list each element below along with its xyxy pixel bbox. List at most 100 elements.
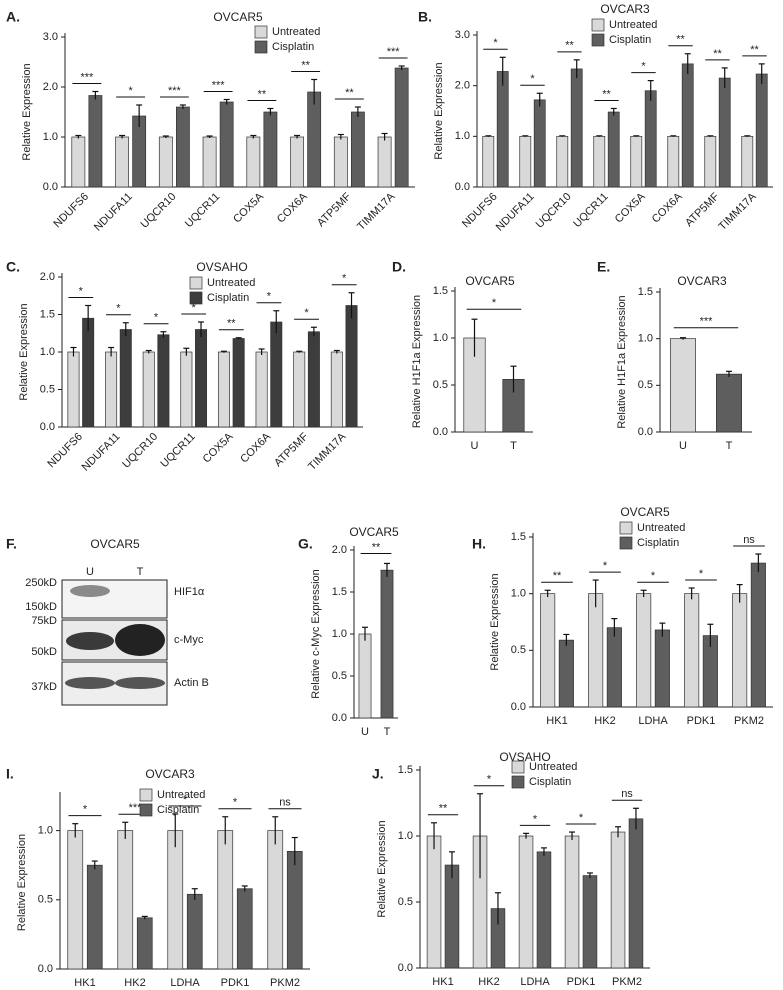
bar <box>380 569 394 719</box>
y-tick-label: 0.0 <box>511 701 526 713</box>
x-tick-label: LDHA <box>520 976 550 988</box>
bar <box>333 136 348 188</box>
x-tick-label: HK1 <box>74 977 95 989</box>
error-bar <box>536 92 543 107</box>
bar <box>533 99 546 188</box>
error-bar <box>659 622 666 637</box>
error-bar <box>485 135 492 137</box>
blot-title: OVCAR5 <box>90 537 140 551</box>
error-bar <box>707 135 714 137</box>
chart-panel: G. OVCAR5 Relative c-Myc Expression 0.0 0.5 1… <box>298 525 399 738</box>
bar <box>750 562 766 708</box>
blot-band <box>115 677 165 689</box>
error-bar <box>736 583 743 603</box>
blot-band <box>70 585 110 597</box>
x-tick-label: HK1 <box>432 976 453 988</box>
x-tick-label: NDUFS6 <box>51 191 91 231</box>
y-tick-label: 1.5 <box>40 308 55 320</box>
x-tick-label: PDK1 <box>687 715 716 727</box>
error-bar <box>758 63 765 85</box>
legend-label: Cisplatin <box>272 41 314 53</box>
y-tick-label: 1.5 <box>332 586 347 598</box>
marker-label: 250kD <box>25 577 57 589</box>
y-tick-label: 0.5 <box>38 894 53 906</box>
y-tick-label: 1.0 <box>332 628 347 640</box>
error-bar <box>569 831 576 840</box>
marker-label: 37kD <box>31 681 57 693</box>
y-axis-label: Relative H1F1a Expression <box>411 295 423 428</box>
panel-label: J. <box>372 766 384 782</box>
y-tick-label: 1.0 <box>40 346 55 358</box>
y-tick-label: 1.5 <box>511 531 526 543</box>
panel-label: H. <box>472 536 486 552</box>
bar <box>444 864 460 969</box>
error-bar <box>108 346 115 357</box>
legend-swatch <box>591 18 605 32</box>
significance-label: ns <box>743 534 755 546</box>
chart-title: OVCAR3 <box>145 767 195 781</box>
significance-label: ** <box>345 87 354 99</box>
error-bar <box>522 135 529 137</box>
error-bar <box>471 318 478 357</box>
significance-label: * <box>603 560 608 572</box>
significance-label: ** <box>750 44 759 56</box>
y-tick-label: 2.0 <box>43 81 58 93</box>
error-bar <box>250 134 257 139</box>
error-bar <box>632 807 639 830</box>
bar <box>681 63 694 188</box>
significance-label: *** <box>168 85 182 97</box>
bar <box>157 334 170 428</box>
panel-label: G. <box>298 536 313 552</box>
error-bar <box>633 135 640 137</box>
error-bar <box>688 587 695 600</box>
bar <box>482 135 495 188</box>
bar <box>246 136 261 188</box>
error-bar <box>755 553 762 573</box>
error-bar <box>398 65 405 70</box>
error-bar <box>191 888 198 900</box>
error-bar <box>235 337 242 340</box>
panel-label: D. <box>392 259 406 275</box>
significance-label: * <box>128 85 133 97</box>
x-tick-label: UQCR10 <box>139 191 179 231</box>
error-bar <box>384 562 390 577</box>
error-bar <box>70 346 77 357</box>
error-bar <box>222 816 229 845</box>
bar <box>519 135 532 188</box>
significance-label: * <box>493 37 498 49</box>
bar <box>536 851 552 969</box>
x-tick-label: NDUFS6 <box>45 431 85 471</box>
error-bar <box>510 365 517 393</box>
significance-label: * <box>267 291 272 303</box>
legend-label: Cisplatin <box>609 34 651 46</box>
x-tick-label: HK1 <box>546 715 567 727</box>
y-axis-label: Relative Expression <box>489 573 501 670</box>
significance-label: * <box>154 312 159 324</box>
error-bar <box>615 826 622 838</box>
chart-title: OVCAR5 <box>349 525 399 539</box>
y-tick-label: 0.0 <box>40 421 55 433</box>
x-tick-label: COX6A <box>650 190 685 225</box>
x-tick-label: T <box>384 726 391 738</box>
bar <box>219 101 234 188</box>
bar <box>119 329 132 428</box>
panel-label: B. <box>418 9 432 25</box>
error-bar <box>85 304 92 331</box>
error-bar <box>145 349 152 354</box>
significance-label: *** <box>212 79 226 91</box>
bar <box>630 135 643 188</box>
y-tick-label: 2.0 <box>40 271 55 283</box>
significance-label: *** <box>387 46 401 58</box>
y-axis-label: Relative Expression <box>376 820 388 917</box>
significance-label: *** <box>129 802 143 814</box>
error-bar <box>573 59 580 79</box>
bar <box>564 835 580 969</box>
x-tick-label: HK2 <box>124 977 145 989</box>
significance-label: * <box>492 297 497 309</box>
bar <box>558 639 574 708</box>
band-label: HIF1α <box>174 586 205 598</box>
significance-label: ** <box>713 48 722 60</box>
x-tick-label: UQCR11 <box>158 431 197 470</box>
chart-title: OVSAHO <box>196 260 247 274</box>
bar <box>167 830 184 970</box>
